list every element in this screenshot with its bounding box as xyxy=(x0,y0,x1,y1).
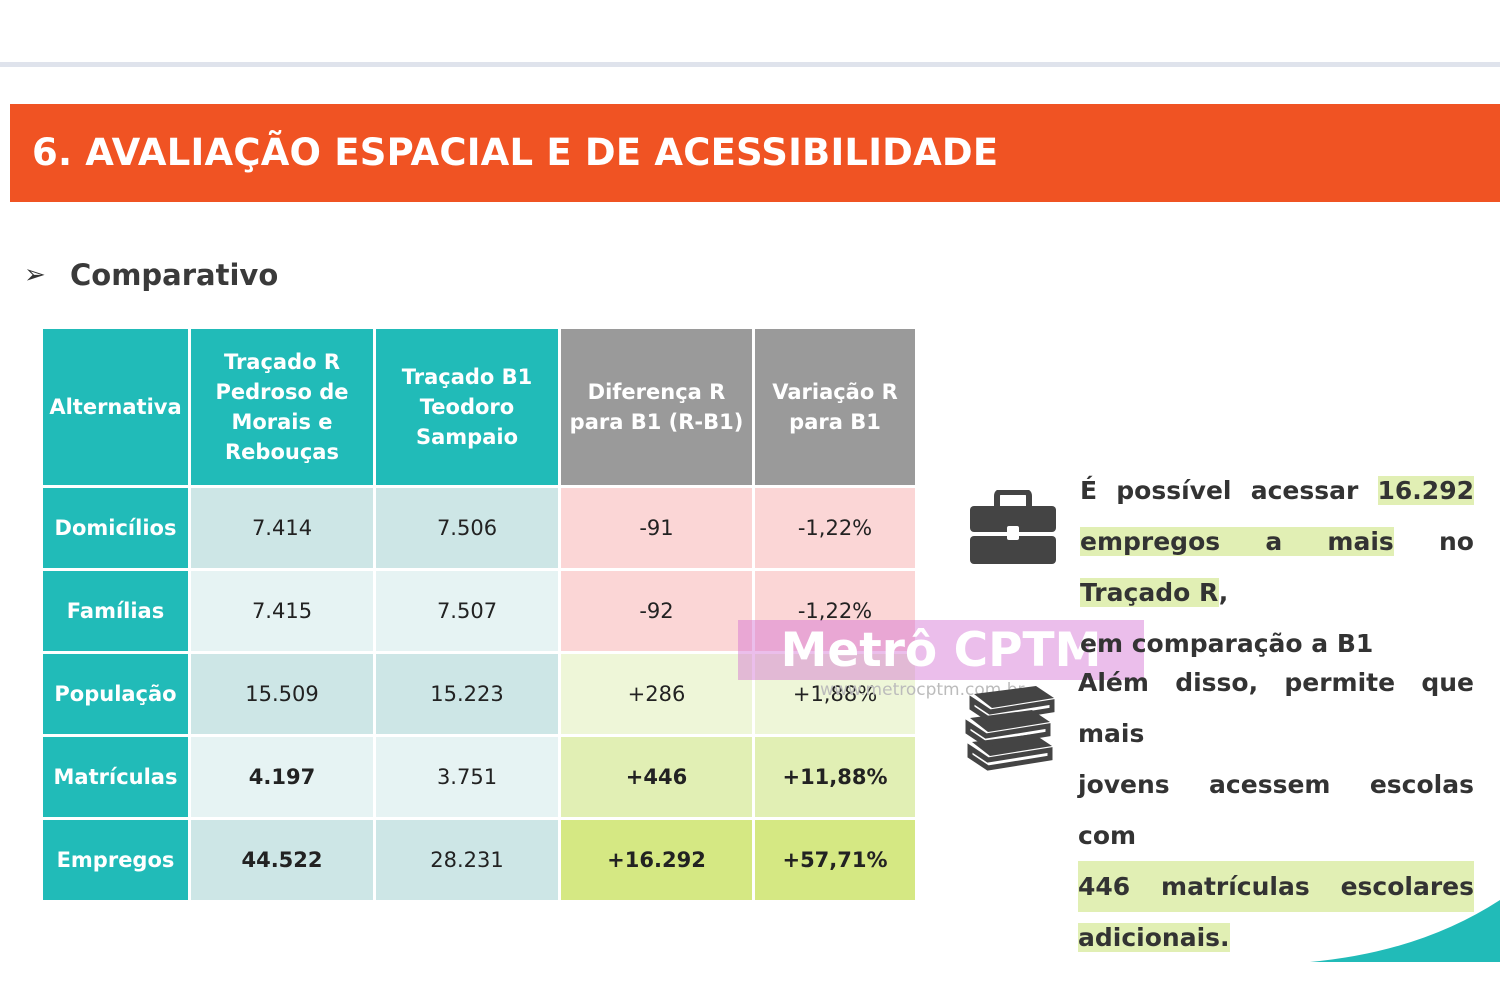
table-header-row: Alternativa Traçado R Pedroso de Morais … xyxy=(40,326,918,488)
highlight-jobs-count: 16.292 xyxy=(1377,476,1474,505)
cell-tracado-r: 7.415 xyxy=(188,568,376,654)
comparison-table: Alternativa Traçado R Pedroso de Morais … xyxy=(40,326,918,903)
col-header-tracado-r: Traçado R Pedroso de Morais e Rebouças xyxy=(188,326,376,488)
watermark-url: www.metrocptm.com.br xyxy=(820,680,1025,700)
row-label: População xyxy=(40,651,191,737)
cell-tracado-b1: 15.223 xyxy=(373,651,561,737)
row-label: Matrículas xyxy=(40,734,191,820)
section-title: Comparativo xyxy=(70,258,279,292)
books-icon xyxy=(965,686,1055,771)
row-label: Famílias xyxy=(40,568,191,654)
schools-line-3: 446 matrículas escolares xyxy=(1078,861,1474,912)
watermark-logo: Metrô CPTM xyxy=(738,620,1144,680)
cell-tracado-b1: 7.507 xyxy=(373,568,561,654)
cell-diferenca: -91 xyxy=(558,485,755,571)
cell-tracado-b1: 28.231 xyxy=(373,817,561,903)
cell-variacao: +1,88% xyxy=(752,651,918,737)
cell-variacao: +11,88% xyxy=(752,734,918,820)
table-row: Famílias 7.415 7.507 -92 -1,22% xyxy=(40,568,918,654)
schools-line-4: adicionais. xyxy=(1078,912,1474,963)
text-span: É possível acessar xyxy=(1080,476,1378,505)
arrow-bullet-icon: ➢ xyxy=(24,260,46,290)
jobs-note: É possível acessar 16.292 empregos a mai… xyxy=(1080,465,1474,669)
table-row: Matrículas 4.197 3.751 +446 +11,88% xyxy=(40,734,918,820)
table-row: Empregos 44.522 28.231 +16.292 +57,71% xyxy=(40,817,918,903)
table-row: Domicílios 7.414 7.506 -91 -1,22% xyxy=(40,485,918,571)
cell-tracado-r: 7.414 xyxy=(188,485,376,571)
text-span: no xyxy=(1393,527,1474,556)
cell-tracado-r: 44.522 xyxy=(188,817,376,903)
cell-variacao: -1,22% xyxy=(752,485,918,571)
row-label: Empregos xyxy=(40,817,191,903)
jobs-line-1: É possível acessar 16.292 xyxy=(1080,465,1474,516)
col-header-variacao: Variação R para B1 xyxy=(752,326,918,488)
col-header-alternativa: Alternativa xyxy=(40,326,191,488)
cell-diferenca: +446 xyxy=(558,734,755,820)
highlight-jobs-more: empregos a mais xyxy=(1080,527,1394,556)
section-heading: ➢ Comparativo xyxy=(24,252,278,298)
header-banner: 6. AVALIAÇÃO ESPACIAL E DE ACESSIBILIDAD… xyxy=(10,104,1500,202)
cell-variacao: +57,71% xyxy=(752,817,918,903)
schools-note: Além disso, permite que mais jovens aces… xyxy=(1078,657,1474,963)
highlight-adicionais: adicionais. xyxy=(1078,923,1230,952)
cell-tracado-b1: 7.506 xyxy=(373,485,561,571)
jobs-line-2: empregos a mais no Traçado R, xyxy=(1080,516,1474,618)
row-label: Domicílios xyxy=(40,485,191,571)
col-header-tracado-b1: Traçado B1 Teodoro Sampaio xyxy=(373,326,561,488)
cell-diferenca: -92 xyxy=(558,568,755,654)
cell-tracado-r: 4.197 xyxy=(188,734,376,820)
table-row: População 15.509 15.223 +286 +1,88% xyxy=(40,651,918,737)
cell-tracado-b1: 3.751 xyxy=(373,734,561,820)
cell-tracado-r: 15.509 xyxy=(188,651,376,737)
watermark-text: Metrô CPTM xyxy=(780,622,1102,678)
text-span: , xyxy=(1218,578,1229,607)
schools-line-2: jovens acessem escolas com xyxy=(1078,770,1474,850)
col-header-diferenca: Diferença R para B1 (R-B1) xyxy=(558,326,755,488)
schools-line-1: Além disso, permite que mais xyxy=(1078,668,1474,748)
cell-variacao: -1,22% xyxy=(752,568,918,654)
corner-swoosh xyxy=(1310,900,1500,962)
cell-diferenca: +286 xyxy=(558,651,755,737)
cell-diferenca: +16.292 xyxy=(558,817,755,903)
top-divider xyxy=(0,62,1500,67)
page-title: 6. AVALIAÇÃO ESPACIAL E DE ACESSIBILIDAD… xyxy=(32,131,999,174)
briefcase-icon xyxy=(970,490,1056,564)
jobs-line-3: em comparação a B1 xyxy=(1080,629,1374,658)
highlight-tracado-r: Traçado R xyxy=(1080,578,1219,607)
